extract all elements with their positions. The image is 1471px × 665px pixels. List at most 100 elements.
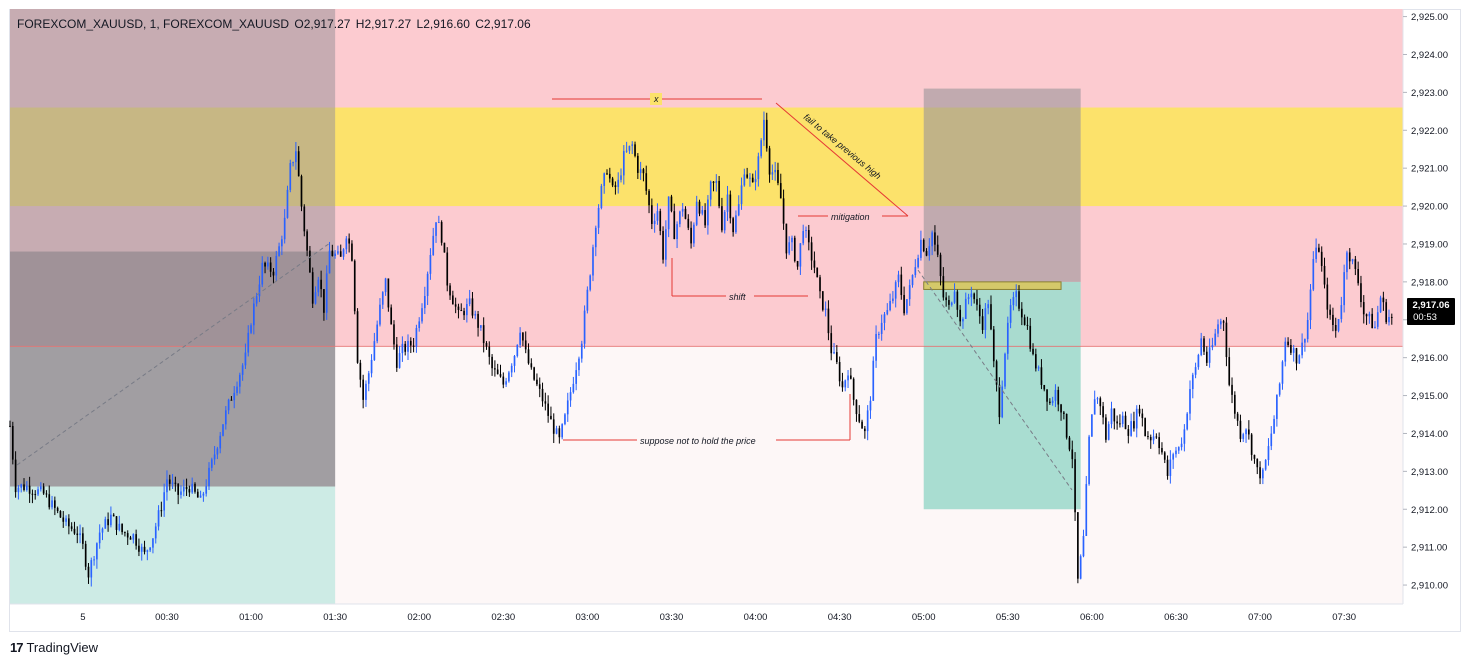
zone-light-pink-lower <box>335 346 1404 604</box>
candle-body <box>768 148 771 175</box>
candle-body <box>1259 467 1261 479</box>
candle-body <box>900 274 903 296</box>
candle-body <box>942 276 945 298</box>
candle-body <box>631 144 634 146</box>
candle-body <box>614 185 617 187</box>
candle-body <box>1077 512 1079 579</box>
candle-body <box>653 220 656 224</box>
candle-body <box>712 181 715 183</box>
x-tick-label: 06:00 <box>1080 612 1104 623</box>
candle-body <box>1362 302 1365 315</box>
candle-body <box>1376 312 1379 327</box>
candle-body <box>813 260 816 268</box>
candle-body <box>210 459 213 468</box>
candle-body <box>1301 342 1303 356</box>
candle-body <box>387 278 390 308</box>
candle-body <box>373 341 376 360</box>
candle-body <box>1105 417 1107 440</box>
candle-body <box>844 380 847 388</box>
y-tick-label: 2,910.00 <box>1411 581 1448 592</box>
candle-body <box>174 482 177 484</box>
suppose-label: suppose not to hold the price <box>640 436 756 446</box>
candle-body <box>132 534 135 540</box>
candle-body <box>1329 309 1331 315</box>
candle-body <box>421 308 423 322</box>
symbol-name[interactable]: FOREXCOM_XAUUSD, 1, FOREXCOM_XAUUSD <box>17 17 290 31</box>
candle-body <box>917 257 919 268</box>
candle-body <box>423 296 426 309</box>
candle-body <box>524 340 527 350</box>
candle-body <box>950 302 953 305</box>
candle-body <box>261 262 264 285</box>
x-tick-label: 03:00 <box>575 612 599 623</box>
candle-body <box>1200 338 1203 355</box>
candle-body <box>1343 272 1345 306</box>
candle-body <box>1110 408 1113 425</box>
candle-body <box>1332 314 1334 326</box>
candle-body <box>323 289 325 313</box>
candle-body <box>990 304 992 330</box>
candle-body <box>306 231 308 251</box>
candle-body <box>1088 436 1090 485</box>
candle-body <box>491 356 493 369</box>
candle-body <box>718 180 720 207</box>
candle-body <box>1149 437 1152 441</box>
candle-body <box>11 426 14 460</box>
candle-body <box>84 543 87 567</box>
candle-body <box>118 523 121 530</box>
candle-body <box>791 237 793 243</box>
candle-body <box>275 255 278 276</box>
zone-grey-left-dark <box>10 251 336 487</box>
candle-body <box>1029 325 1032 349</box>
candle-body <box>502 376 505 385</box>
candle-body <box>939 254 942 277</box>
candle-body <box>608 173 611 179</box>
candle-body <box>1256 458 1259 468</box>
candle-body <box>687 218 690 228</box>
candle-body <box>970 293 973 298</box>
candle-body <box>1121 415 1124 424</box>
candle-body <box>1379 297 1382 313</box>
candle-body <box>1309 289 1312 321</box>
candle-body <box>850 375 852 379</box>
candle-body <box>1228 357 1231 385</box>
candle-body <box>1189 389 1191 414</box>
candle-body <box>110 514 112 526</box>
candle-body <box>499 374 502 377</box>
candle-body <box>222 424 224 436</box>
candle-body <box>1304 339 1306 343</box>
candle-body <box>1026 324 1029 326</box>
candle-body <box>1113 408 1116 422</box>
candle-body <box>115 516 118 530</box>
candle-body <box>362 379 364 400</box>
tradingview-brand[interactable]: 17 TradingView <box>10 640 98 655</box>
candle-body <box>418 321 421 329</box>
y-tick-label: 2,921.00 <box>1411 164 1448 175</box>
candle-body <box>488 346 491 357</box>
candle-body <box>1194 367 1197 375</box>
candle-body <box>1001 386 1004 418</box>
candle-body <box>894 282 897 299</box>
candle-body <box>311 272 314 304</box>
candle-body <box>1074 459 1076 513</box>
candle-body <box>370 359 373 374</box>
x-tick-label: 01:00 <box>239 612 263 623</box>
candle-body <box>54 500 56 508</box>
candle-body <box>112 514 115 517</box>
candle-body <box>883 314 886 323</box>
candle-body <box>959 309 961 322</box>
candle-body <box>855 399 858 415</box>
candle-body <box>995 361 998 385</box>
candle-body <box>129 537 132 540</box>
x-label: x <box>653 94 659 104</box>
candle-body <box>634 144 636 156</box>
candle-body <box>51 500 53 508</box>
candle-body <box>34 494 37 496</box>
candle-body <box>1371 313 1374 329</box>
shift-label: shift <box>729 292 746 302</box>
candle-body <box>583 310 586 344</box>
candle-body <box>238 374 241 387</box>
candle-body <box>962 318 964 322</box>
candle-body <box>793 237 796 262</box>
